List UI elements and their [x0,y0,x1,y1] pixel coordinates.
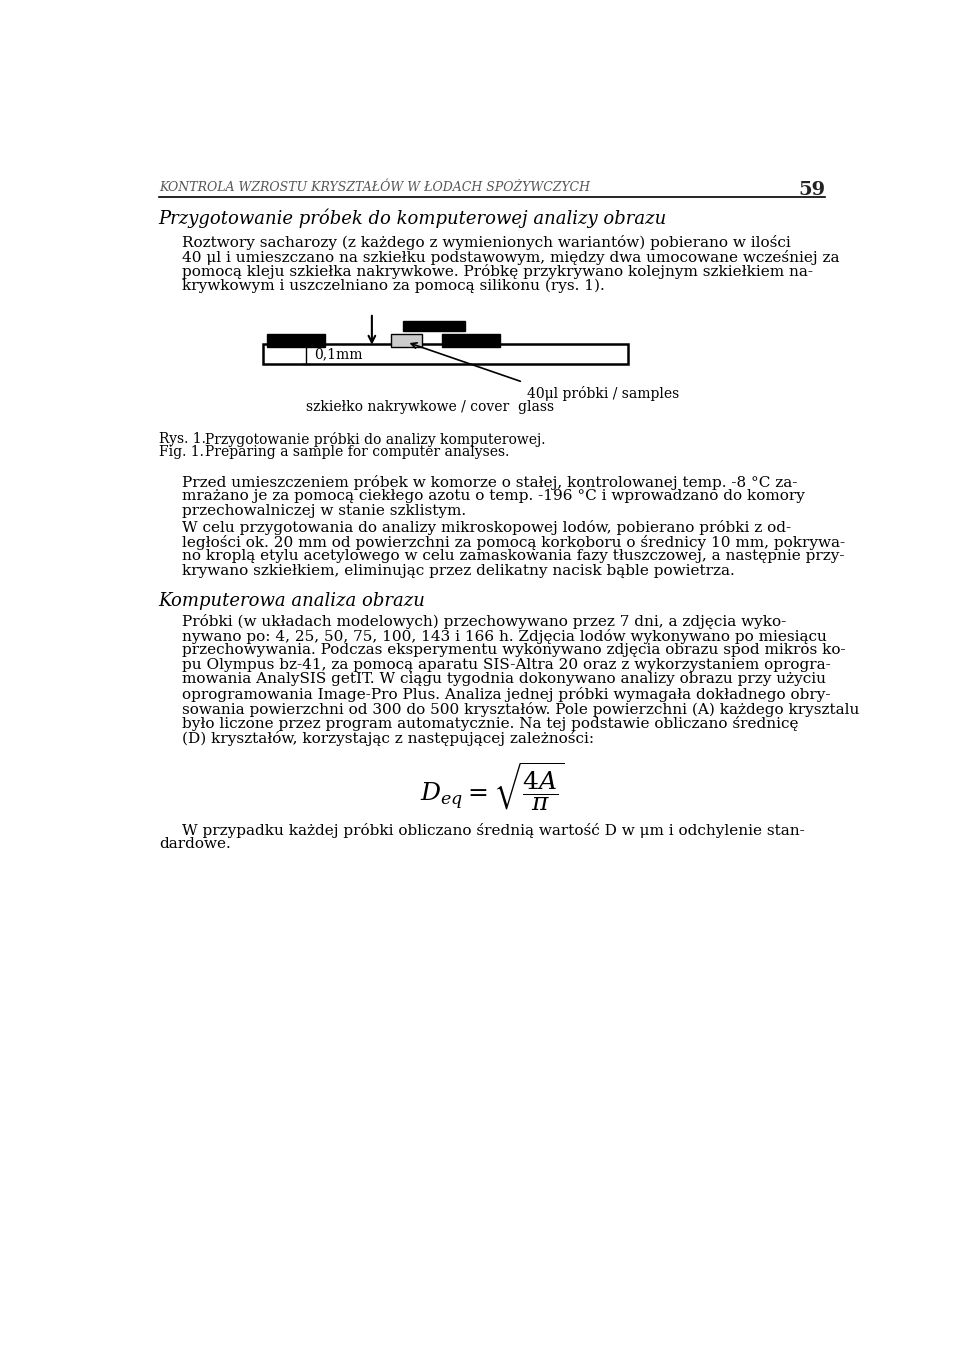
Text: Rys. 1.: Rys. 1. [158,433,205,446]
Text: W przypadku każdej próbki obliczano średnią wartość D w μm i odchylenie stan-: W przypadku każdej próbki obliczano śred… [182,823,804,838]
Text: Preparing a sample for computer analyses.: Preparing a sample for computer analyses… [205,445,510,460]
Text: pu Olympus bz-41, za pomocą aparatu SIS-Altra 20 oraz z wykorzystaniem oprogra-: pu Olympus bz-41, za pomocą aparatu SIS-… [182,658,830,672]
Text: oprogramowania Image-Pro Plus. Analiza jednej próbki wymagała dokładnego obry-: oprogramowania Image-Pro Plus. Analiza j… [182,687,830,702]
Text: KONTROLA WZROSTU KRYSZTAŁÓW W ŁODACH SPOŻYWCZYCH: KONTROLA WZROSTU KRYSZTAŁÓW W ŁODACH SPO… [158,181,589,194]
Bar [403,320,465,331]
Text: 40μl próbki / samples: 40μl próbki / samples [527,386,679,401]
Text: szkiełko nakrywkowe / cover  glass: szkiełko nakrywkowe / cover glass [306,400,554,413]
Text: ległości ok. 20 mm od powierzchni za pomocą korkoboru o średnicy 10 mm, pokrywa-: ległości ok. 20 mm od powierzchni za pom… [182,535,845,549]
Text: Przed umieszczeniem próbek w komorze o stałej, kontrolowanej temp. -8 °C za-: Przed umieszczeniem próbek w komorze o s… [182,475,798,490]
Text: no kroplą etylu acetylowego w celu zamaskowania fazy tłuszczowej, a następnie pr: no kroplą etylu acetylowego w celu zamas… [182,549,845,563]
Text: nywano po: 4, 25, 50, 75, 100, 143 i 166 h. Zdjęcia lodów wykonywano po miesiącu: nywano po: 4, 25, 50, 75, 100, 143 i 166… [182,628,827,643]
Text: przechowywania. Podczas eksperymentu wykonywano zdjęcia obrazu spod mikros ko-: przechowywania. Podczas eksperymentu wyk… [182,643,846,657]
Text: Komputerowa analiza obrazu: Komputerowa analiza obrazu [158,593,425,611]
Text: W celu przygotowania do analizy mikroskopowej lodów, pobierano próbki z od-: W celu przygotowania do analizy mikrosko… [182,520,791,535]
Text: 40 μl i umieszczano na szkiełku podstawowym, między dwa umocowane wcześniej za: 40 μl i umieszczano na szkiełku podstawo… [182,249,839,264]
Text: 59: 59 [798,181,826,200]
Text: Próbki (w układach modelowych) przechowywano przez 7 dni, a zdjęcia wyko-: Próbki (w układach modelowych) przechowy… [182,613,786,628]
Text: sowania powierzchni od 300 do 500 kryształów. Pole powierzchni (A) każdego krysz: sowania powierzchni od 300 do 500 kryszt… [182,702,859,717]
Text: mowania AnalySIS getIT. W ciągu tygodnia dokonywano analizy obrazu przy użyciu: mowania AnalySIS getIT. W ciągu tygodnia… [182,672,826,686]
Text: mrażano je za pomocą ciekłego azotu o temp. -196 °C i wprowadzano do komory: mrażano je za pomocą ciekłego azotu o te… [182,489,804,504]
Text: Roztwory sacharozy (z każdego z wymienionych wariantów) pobierano w ilości: Roztwory sacharozy (z każdego z wymienio… [182,235,791,251]
Text: (D) kryształów, korzystając z następującej zależności:: (D) kryształów, korzystając z następując… [182,731,594,746]
Text: dardowe.: dardowe. [158,838,230,852]
Bar [263,344,628,364]
Text: krywano szkiełkiem, eliminując przez delikatny nacisk bąble powietrza.: krywano szkiełkiem, eliminując przez del… [182,564,734,578]
Text: $D_{eq} = \sqrt{\dfrac{4A}{\pi}}$: $D_{eq} = \sqrt{\dfrac{4A}{\pi}}$ [420,761,564,813]
Bar [267,334,325,346]
Text: Przygotowanie próbki do analizy komputerowej.: Przygotowanie próbki do analizy komputer… [205,433,545,448]
Bar [392,334,422,346]
Text: pomocą kleju szkiełka nakrywkowe. Próbkę przykrywano kolejnym szkiełkiem na-: pomocą kleju szkiełka nakrywkowe. Próbkę… [182,264,813,279]
Text: Przygotowanie próbek do komputerowej analizy obrazu: Przygotowanie próbek do komputerowej ana… [158,209,667,229]
Text: 0,1mm: 0,1mm [314,348,362,361]
Text: przechowalniczej w stanie szklistym.: przechowalniczej w stanie szklistym. [182,504,467,517]
Text: Fig. 1.: Fig. 1. [158,445,204,460]
Text: krywkowym i uszczelniano za pomocą silikonu (rys. 1).: krywkowym i uszczelniano za pomocą silik… [182,279,605,293]
Bar [442,334,500,346]
Text: było liczone przez program automatycznie. Na tej podstawie obliczano średnicę: było liczone przez program automatycznie… [182,716,799,731]
